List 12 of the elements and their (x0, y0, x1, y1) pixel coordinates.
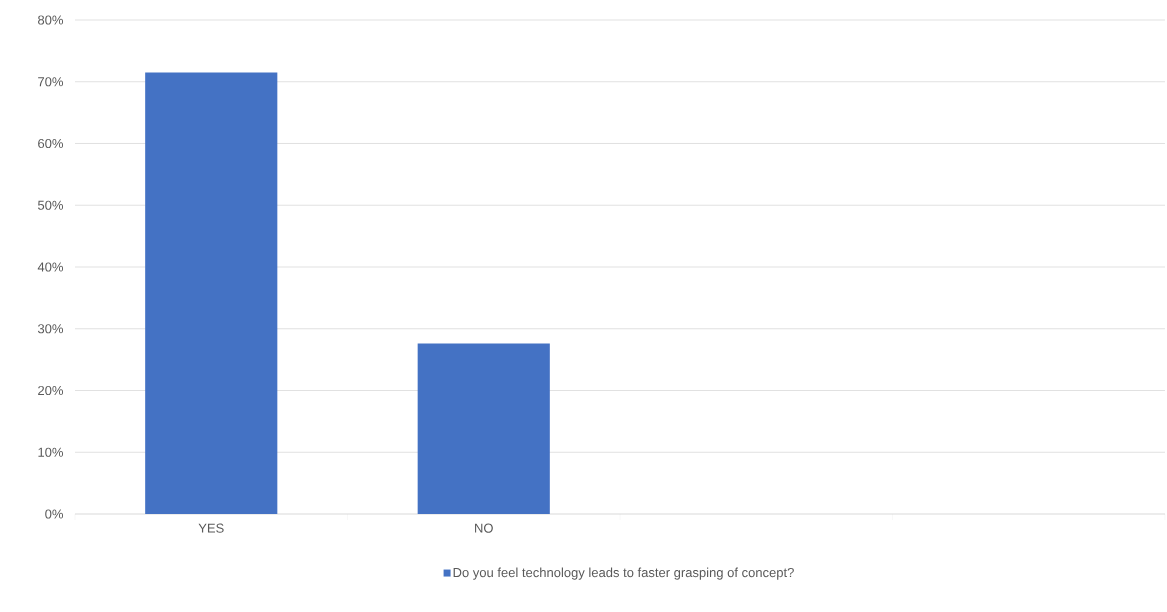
y-tick-label: 40% (37, 262, 64, 272)
legend-label: Do you feel technology leads to faster grasping of concept? (453, 567, 794, 580)
y-tick-label: 10% (38, 447, 64, 457)
y-tick-label: 0% (45, 509, 64, 519)
x-tick-label: YES (198, 523, 224, 533)
y-tick-label: 60% (38, 138, 64, 149)
y-tick-label: 80% (38, 15, 64, 25)
y-tick-label: 30% (37, 324, 64, 334)
y-tick-label: 50% (37, 200, 64, 210)
y-tick-label: 70% (38, 77, 64, 87)
y-tick-label: 20% (38, 385, 64, 396)
x-tick-label: NO (475, 523, 493, 533)
